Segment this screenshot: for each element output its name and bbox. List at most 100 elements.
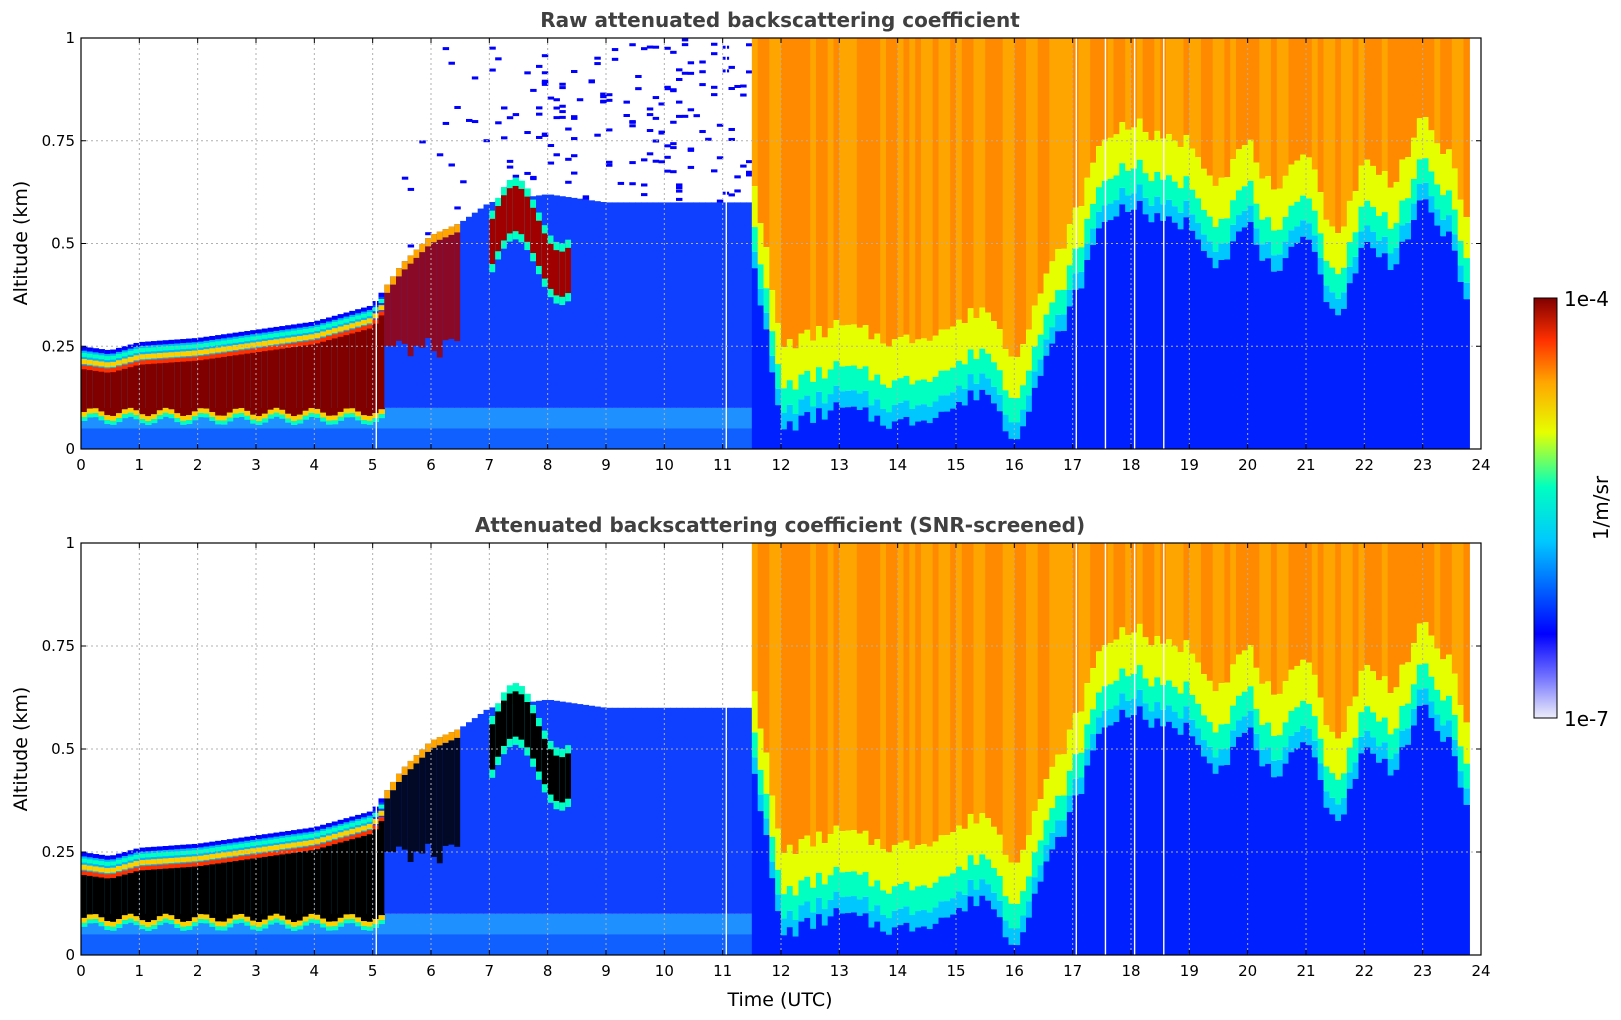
cloud-core [880, 38, 887, 344]
noise-cell [553, 153, 560, 157]
aerosol-plume [506, 693, 514, 739]
layer-edge [256, 421, 263, 426]
layer-edge [308, 328, 315, 333]
cloud-edge [827, 369, 835, 395]
cloud-edge [1288, 230, 1295, 247]
cloud-edge [1259, 244, 1266, 261]
sub-cloud-layer [1177, 229, 1185, 449]
aerosol-core [285, 853, 292, 920]
noise-cell [641, 183, 648, 187]
cloud-edge [1416, 159, 1424, 185]
layer-edge [156, 852, 164, 857]
layer-edge [221, 415, 228, 421]
cloud-edge [1300, 154, 1307, 196]
cloud-edge [1125, 170, 1132, 196]
layer-edge [92, 366, 100, 372]
cloud-edge [921, 885, 928, 911]
cloud-edge [1393, 223, 1400, 248]
noise-cell [606, 98, 613, 102]
noise-cell [676, 100, 683, 104]
layer-edge [279, 837, 286, 842]
cloud-edge [1387, 253, 1395, 270]
aerosol-core [168, 868, 175, 916]
sub-cloud-layer [1136, 706, 1144, 955]
cloud-core [1376, 543, 1383, 681]
cloud-core [1183, 38, 1190, 136]
layer-edge [273, 333, 280, 338]
cloud-core [1364, 543, 1371, 666]
noise-cell [606, 93, 613, 97]
noise-cell [646, 107, 654, 111]
layer-edge [250, 920, 257, 926]
cloud-edge [1346, 266, 1354, 284]
sub-cloud-layer [1107, 725, 1115, 955]
sub-cloud-layer [1352, 273, 1360, 449]
layer-edge [244, 921, 251, 926]
cloud-edge [1096, 692, 1103, 718]
cloud-core [1317, 38, 1325, 193]
cloud-edge [1422, 117, 1430, 159]
cloud-edge [1224, 682, 1231, 724]
cloud-edge [1416, 623, 1424, 665]
cloud-edge [1276, 229, 1284, 255]
layer-edge [162, 346, 170, 351]
cloud-edge [1253, 162, 1260, 204]
aerosol-core [361, 330, 368, 416]
layer-edge [331, 827, 339, 832]
cloud-edge [798, 399, 805, 416]
noise-cell [506, 165, 514, 169]
cloud-edge [827, 328, 835, 370]
cloud-edge [1218, 724, 1225, 750]
noise-cell [471, 76, 479, 80]
aerosol-core [151, 869, 158, 921]
aerosol-core [384, 292, 391, 347]
layer-edge [121, 358, 129, 364]
layer-edge [186, 856, 193, 862]
aerosol-plume [559, 757, 566, 803]
cloud-edge [1405, 157, 1412, 199]
layer-edge [285, 849, 292, 855]
cloud-edge [1306, 703, 1313, 729]
layer-edge [162, 864, 170, 870]
cloud-edge [1457, 265, 1465, 282]
cloud-edge [775, 894, 782, 912]
layer-edge [261, 840, 269, 845]
cloud-core [827, 38, 835, 329]
cloud-edge [763, 247, 770, 289]
cloud-core [1061, 38, 1068, 249]
cloud-core [1259, 38, 1266, 179]
cloud-edge [897, 883, 905, 909]
plot-frame [80, 37, 1482, 450]
cloud-core [1166, 38, 1173, 135]
layer-edge [238, 408, 245, 414]
layer-edge [261, 852, 269, 858]
layer-edge [267, 920, 275, 925]
cloud-edge [1405, 728, 1412, 745]
noise-cell [635, 74, 642, 78]
noise-cell [716, 156, 724, 160]
noise-cell [600, 92, 607, 96]
cloud-edge [1446, 190, 1453, 216]
cloud-edge [1376, 680, 1383, 722]
aerosol-core [337, 336, 345, 412]
layer-edge [261, 340, 269, 346]
aerosol-plume [547, 749, 555, 795]
layer-edge [378, 810, 385, 816]
cloud-edge [1434, 143, 1441, 185]
cloud-core [1090, 38, 1097, 163]
sub-cloud-layer [1171, 222, 1179, 449]
layer-edge [104, 925, 111, 930]
sub-cloud-layer [1463, 299, 1470, 449]
aerosol-core [261, 351, 269, 414]
cloud-edge [1428, 130, 1435, 172]
aerosol-core [162, 362, 170, 408]
sub-cloud-layer [1171, 728, 1179, 955]
cloud-edge [1224, 242, 1231, 260]
aerosol-core [81, 875, 88, 918]
layer-edge [355, 814, 362, 819]
sub-cloud-layer [1002, 431, 1010, 449]
noise-cell [687, 165, 695, 169]
x-tick-label: 5 [368, 962, 378, 980]
cloud-edge [1183, 640, 1190, 682]
cloud-edge [1148, 686, 1155, 712]
